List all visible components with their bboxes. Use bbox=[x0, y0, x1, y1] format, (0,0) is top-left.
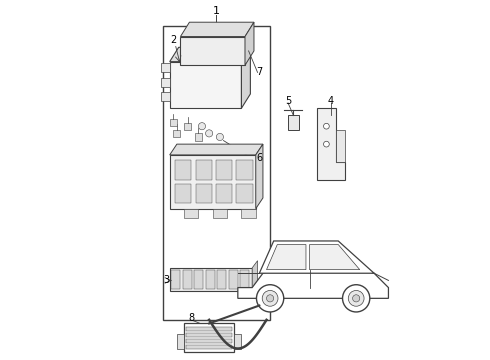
Polygon shape bbox=[238, 266, 389, 298]
Text: 1: 1 bbox=[213, 6, 220, 17]
Polygon shape bbox=[240, 270, 249, 289]
Polygon shape bbox=[170, 119, 177, 126]
Text: 2: 2 bbox=[170, 35, 176, 45]
Circle shape bbox=[323, 141, 329, 147]
Circle shape bbox=[343, 285, 370, 312]
Polygon shape bbox=[173, 130, 180, 137]
Text: 7: 7 bbox=[256, 67, 263, 77]
Circle shape bbox=[267, 295, 274, 302]
Polygon shape bbox=[170, 47, 250, 62]
Polygon shape bbox=[180, 37, 245, 65]
Polygon shape bbox=[177, 334, 184, 348]
Polygon shape bbox=[196, 160, 212, 180]
Polygon shape bbox=[175, 160, 191, 180]
Circle shape bbox=[205, 130, 213, 137]
Text: 8: 8 bbox=[188, 313, 194, 323]
Polygon shape bbox=[310, 244, 360, 270]
Circle shape bbox=[323, 123, 329, 129]
Polygon shape bbox=[288, 116, 299, 130]
Text: 6: 6 bbox=[256, 153, 263, 163]
Polygon shape bbox=[175, 184, 191, 203]
Polygon shape bbox=[256, 144, 263, 209]
Polygon shape bbox=[186, 339, 232, 343]
Polygon shape bbox=[236, 184, 252, 203]
Polygon shape bbox=[170, 155, 256, 209]
Polygon shape bbox=[218, 270, 226, 289]
Polygon shape bbox=[170, 144, 263, 155]
Polygon shape bbox=[186, 327, 232, 331]
Polygon shape bbox=[186, 345, 232, 349]
Polygon shape bbox=[242, 47, 250, 108]
Polygon shape bbox=[161, 63, 170, 72]
Polygon shape bbox=[195, 134, 202, 140]
Polygon shape bbox=[216, 184, 232, 203]
Polygon shape bbox=[267, 244, 306, 270]
Polygon shape bbox=[242, 209, 256, 218]
Polygon shape bbox=[180, 22, 254, 37]
Polygon shape bbox=[170, 268, 252, 291]
Text: 4: 4 bbox=[328, 96, 334, 106]
Polygon shape bbox=[236, 160, 252, 180]
Polygon shape bbox=[337, 130, 345, 162]
Polygon shape bbox=[196, 184, 212, 203]
Polygon shape bbox=[245, 22, 254, 65]
Polygon shape bbox=[213, 209, 227, 218]
Text: 5: 5 bbox=[285, 96, 291, 106]
Text: 3: 3 bbox=[163, 275, 169, 285]
Polygon shape bbox=[161, 78, 170, 87]
Polygon shape bbox=[183, 270, 192, 289]
Polygon shape bbox=[195, 270, 203, 289]
Circle shape bbox=[348, 291, 364, 306]
Polygon shape bbox=[252, 261, 258, 291]
Polygon shape bbox=[184, 209, 198, 218]
Circle shape bbox=[256, 285, 284, 312]
Circle shape bbox=[353, 295, 360, 302]
Polygon shape bbox=[234, 334, 242, 348]
Circle shape bbox=[262, 291, 278, 306]
Polygon shape bbox=[216, 160, 232, 180]
Polygon shape bbox=[229, 270, 238, 289]
Polygon shape bbox=[259, 241, 374, 273]
Polygon shape bbox=[184, 323, 234, 352]
Polygon shape bbox=[186, 333, 232, 337]
Polygon shape bbox=[172, 270, 180, 289]
Polygon shape bbox=[170, 62, 242, 108]
Circle shape bbox=[198, 123, 205, 130]
Polygon shape bbox=[317, 108, 345, 180]
Polygon shape bbox=[206, 270, 215, 289]
Polygon shape bbox=[184, 123, 191, 130]
Circle shape bbox=[216, 134, 223, 140]
Polygon shape bbox=[163, 26, 270, 320]
Polygon shape bbox=[161, 92, 170, 101]
